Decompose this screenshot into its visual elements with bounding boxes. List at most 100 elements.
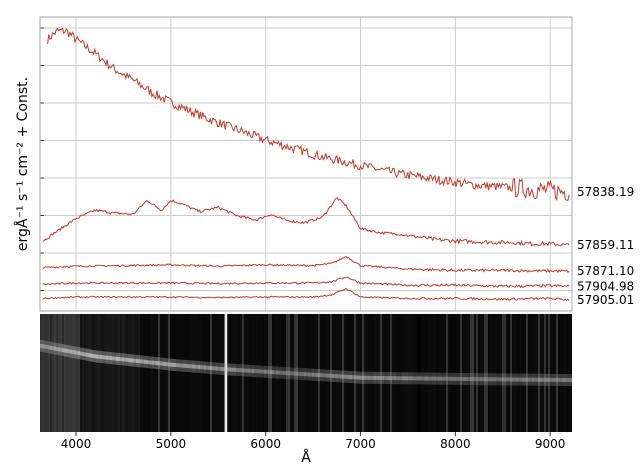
trace-glow xyxy=(466,373,468,386)
trace-core xyxy=(120,357,122,362)
sky-line-column xyxy=(522,314,524,432)
sky-line-column xyxy=(288,314,290,432)
trace-glow xyxy=(468,373,470,386)
trace-core xyxy=(292,371,294,376)
trace-core xyxy=(146,360,148,365)
trace-glow xyxy=(420,372,422,385)
trace-core xyxy=(98,354,100,359)
sky-line-column xyxy=(404,314,406,432)
trace-core xyxy=(202,365,204,370)
trace-core xyxy=(402,376,404,381)
trace-glow xyxy=(300,367,302,380)
sky-line-column xyxy=(496,314,498,432)
trace-glow xyxy=(264,365,266,378)
trace-glow xyxy=(504,373,506,386)
sky-line-column xyxy=(282,314,284,432)
sky-line-column xyxy=(120,314,122,432)
trace-glow xyxy=(430,372,432,385)
sky-line-column xyxy=(270,314,272,432)
trace-core xyxy=(84,352,86,357)
sky-line-column xyxy=(82,314,84,432)
sky-line-column xyxy=(242,314,244,432)
trace-core xyxy=(122,357,124,362)
trace-core xyxy=(76,350,78,355)
trace-core xyxy=(458,376,460,381)
trace-glow xyxy=(450,372,452,385)
sky-line-column xyxy=(548,314,550,432)
trace-core xyxy=(252,368,254,373)
trace-core xyxy=(78,351,80,356)
sky-line-column xyxy=(264,314,266,432)
trace-core xyxy=(398,376,400,381)
sky-line-column xyxy=(194,314,196,432)
trace-glow xyxy=(254,365,256,378)
trace-core xyxy=(304,372,306,377)
sky-line-column xyxy=(476,314,478,432)
sky-line-column xyxy=(58,314,60,432)
trace-glow xyxy=(494,373,496,386)
trace-glow xyxy=(240,364,242,377)
trace-glow xyxy=(480,373,482,386)
trace-core xyxy=(262,369,264,374)
trace-core xyxy=(526,377,528,382)
trace-glow xyxy=(272,366,274,379)
trace-glow xyxy=(474,373,476,386)
sky-line-column xyxy=(334,314,336,432)
sky-line-column xyxy=(186,314,188,432)
trace-core xyxy=(208,365,210,370)
y-axis-label: ergÅ⁻¹ s⁻¹ cm⁻² + Const. xyxy=(14,77,31,251)
trace-core xyxy=(432,376,434,381)
trace-core xyxy=(280,370,282,375)
sky-line-column xyxy=(176,314,178,432)
sky-line-column xyxy=(230,314,232,432)
trace-core xyxy=(564,377,566,382)
trace-core xyxy=(360,375,362,380)
trace-glow xyxy=(328,369,330,382)
sky-line-column xyxy=(234,314,236,432)
sky-line-column xyxy=(260,314,262,432)
trace-glow xyxy=(428,372,430,385)
sky-line-column xyxy=(510,314,512,432)
trace-glow xyxy=(562,373,564,386)
trace-core xyxy=(130,358,132,363)
trace-core xyxy=(492,377,494,382)
sky-line-column xyxy=(512,314,514,432)
trace-core xyxy=(362,375,364,380)
trace-core xyxy=(42,344,44,349)
trace-core xyxy=(48,345,50,350)
trace-glow xyxy=(566,374,568,387)
trace-core xyxy=(226,367,228,372)
sky-line-column xyxy=(330,314,332,432)
sky-line-column xyxy=(372,314,374,432)
sky-line-column xyxy=(40,314,42,432)
sky-line-column xyxy=(362,314,364,432)
sky-line-column xyxy=(168,314,170,432)
sky-line-column xyxy=(500,314,502,432)
sky-line-column xyxy=(298,314,300,432)
trace-glow xyxy=(268,365,270,378)
trace-core xyxy=(258,369,260,374)
trace-core xyxy=(224,367,226,372)
sky-line-column xyxy=(344,314,346,432)
trace-core xyxy=(338,374,340,379)
sky-line-column xyxy=(392,314,394,432)
trace-core xyxy=(296,371,298,376)
trace-core xyxy=(474,377,476,382)
sky-line-column xyxy=(296,314,298,432)
x-tick-label-4000: 4000 xyxy=(61,437,92,451)
sky-line-column xyxy=(184,314,186,432)
sky-line-column xyxy=(562,314,564,432)
trace-glow xyxy=(422,372,424,385)
trace-core xyxy=(102,355,104,360)
trace-core xyxy=(132,358,134,363)
sky-line-column xyxy=(314,314,316,432)
trace-glow xyxy=(398,372,400,385)
sky-line-column xyxy=(448,314,450,432)
sky-line-column xyxy=(64,314,66,432)
sky-line-column xyxy=(222,314,224,432)
trace-core xyxy=(56,346,58,351)
sky-line-column xyxy=(336,314,338,432)
trace-core xyxy=(428,376,430,381)
sky-line-column xyxy=(534,314,536,432)
trace-core xyxy=(206,365,208,370)
